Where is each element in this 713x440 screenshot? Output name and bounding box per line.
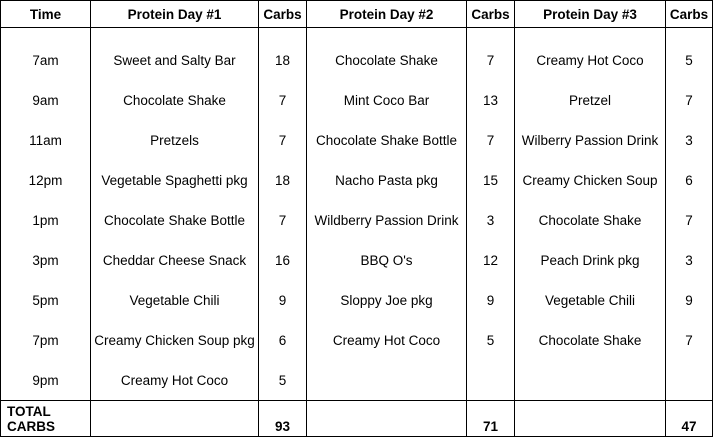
- table-row: 11am Pretzels 7 Chocolate Shake Bottle 7…: [0, 120, 713, 160]
- time-cell: 9am: [0, 80, 91, 120]
- day3-carbs: [665, 360, 713, 401]
- time-cell: 7am: [0, 40, 91, 80]
- day3-carbs: 7: [665, 80, 713, 120]
- day1-item: Chocolate Shake Bottle: [90, 200, 259, 240]
- day1-carbs: 7: [258, 200, 307, 240]
- header-row: Time Protein Day #1 Carbs Protein Day #2…: [0, 0, 713, 28]
- day2-carbs: 13: [466, 80, 515, 120]
- day1-carbs: 18: [258, 160, 307, 200]
- day2-carbs: 5: [466, 320, 515, 360]
- day3-item: Vegetable Chili: [514, 280, 666, 320]
- time-cell: 7pm: [0, 320, 91, 360]
- day3-item: Wilberry Passion Drink: [514, 120, 666, 160]
- day2-carbs: 3: [466, 200, 515, 240]
- day1-item: Vegetable Chili: [90, 280, 259, 320]
- day3-carbs: 3: [665, 240, 713, 280]
- day1-carbs: 7: [258, 80, 307, 120]
- totals-row: TOTAL CARBS 93 71 47: [0, 400, 713, 437]
- day2-item: Creamy Hot Coco: [306, 320, 467, 360]
- day3-item: Chocolate Shake: [514, 320, 666, 360]
- day1-item: Sweet and Salty Bar: [90, 40, 259, 80]
- day1-carbs: 9: [258, 280, 307, 320]
- time-cell: 3pm: [0, 240, 91, 280]
- table-row: 3pm Cheddar Cheese Snack 16 BBQ O's 12 P…: [0, 240, 713, 280]
- spacer-row: [0, 27, 713, 40]
- day2-item: Chocolate Shake: [306, 40, 467, 80]
- day2-item: Wildberry Passion Drink: [306, 200, 467, 240]
- day2-item: Sloppy Joe pkg: [306, 280, 467, 320]
- day3-item: Creamy Hot Coco: [514, 40, 666, 80]
- day3-carbs: 3: [665, 120, 713, 160]
- day2-carbs: 7: [466, 40, 515, 80]
- day3-carbs: 6: [665, 160, 713, 200]
- day3-item: Peach Drink pkg: [514, 240, 666, 280]
- table-row: 9pm Creamy Hot Coco 5: [0, 360, 713, 401]
- day2-item: Chocolate Shake Bottle: [306, 120, 467, 160]
- day3-item: Creamy Chicken Soup: [514, 160, 666, 200]
- day2-carbs: 15: [466, 160, 515, 200]
- day2-carbs: [466, 360, 515, 401]
- day3-item: [514, 360, 666, 401]
- day3-carbs: 7: [665, 320, 713, 360]
- day3-item: Chocolate Shake: [514, 200, 666, 240]
- day1-carbs: 5: [258, 360, 307, 401]
- day2-carbs: 7: [466, 120, 515, 160]
- time-cell: 1pm: [0, 200, 91, 240]
- header-protein-day-1: Protein Day #1: [90, 0, 259, 28]
- header-protein-day-3: Protein Day #3: [514, 0, 666, 28]
- header-protein-day-2: Protein Day #2: [306, 0, 467, 28]
- table-row: 7am Sweet and Salty Bar 18 Chocolate Sha…: [0, 40, 713, 80]
- day1-item: Vegetable Spaghetti pkg: [90, 160, 259, 200]
- header-time: Time: [0, 0, 91, 28]
- table-row: 5pm Vegetable Chili 9 Sloppy Joe pkg 9 V…: [0, 280, 713, 320]
- time-cell: 11am: [0, 120, 91, 160]
- day1-carbs: 16: [258, 240, 307, 280]
- day2-item: BBQ O's: [306, 240, 467, 280]
- day1-item: Cheddar Cheese Snack: [90, 240, 259, 280]
- table-row: 9am Chocolate Shake 7 Mint Coco Bar 13 P…: [0, 80, 713, 120]
- table-row: 12pm Vegetable Spaghetti pkg 18 Nacho Pa…: [0, 160, 713, 200]
- day1-item: Chocolate Shake: [90, 80, 259, 120]
- day3-carbs: 5: [665, 40, 713, 80]
- day3-carbs: 7: [665, 200, 713, 240]
- day3-carbs: 9: [665, 280, 713, 320]
- day2-carbs: 9: [466, 280, 515, 320]
- day2-item: Nacho Pasta pkg: [306, 160, 467, 200]
- time-cell: 12pm: [0, 160, 91, 200]
- header-carbs-day-1: Carbs: [258, 0, 307, 28]
- day1-carbs: 6: [258, 320, 307, 360]
- time-cell: 9pm: [0, 360, 91, 401]
- table-row: 1pm Chocolate Shake Bottle 7 Wildberry P…: [0, 200, 713, 240]
- day1-item: Pretzels: [90, 120, 259, 160]
- day2-item: Mint Coco Bar: [306, 80, 467, 120]
- day1-carbs: 7: [258, 120, 307, 160]
- day3-item: Pretzel: [514, 80, 666, 120]
- total-carbs-label: TOTAL CARBS: [0, 400, 91, 437]
- total-carbs-day-1: 93: [258, 400, 307, 437]
- day1-carbs: 18: [258, 40, 307, 80]
- day1-item: Creamy Chicken Soup pkg: [90, 320, 259, 360]
- table-row: 7pm Creamy Chicken Soup pkg 6 Creamy Hot…: [0, 320, 713, 360]
- day1-item: Creamy Hot Coco: [90, 360, 259, 401]
- header-carbs-day-2: Carbs: [466, 0, 515, 28]
- header-carbs-day-3: Carbs: [665, 0, 713, 28]
- day2-carbs: 12: [466, 240, 515, 280]
- day2-item: [306, 360, 467, 401]
- total-carbs-day-2: 71: [466, 400, 515, 437]
- total-carbs-day-3: 47: [665, 400, 713, 437]
- time-cell: 5pm: [0, 280, 91, 320]
